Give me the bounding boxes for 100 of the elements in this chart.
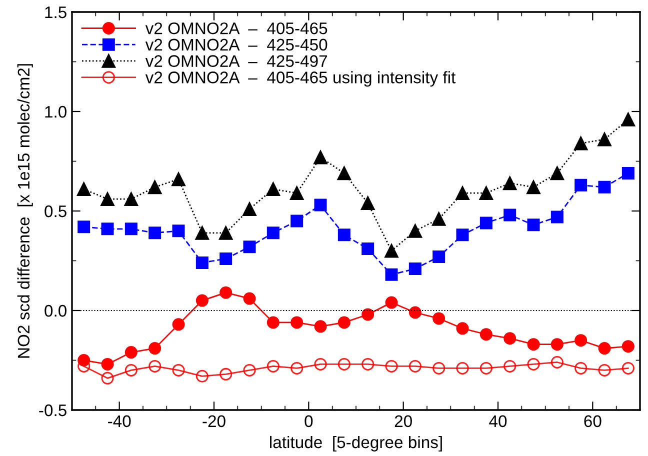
point <box>550 338 564 351</box>
point <box>621 112 636 126</box>
point <box>196 256 208 269</box>
point <box>101 222 114 236</box>
point <box>314 150 328 164</box>
x-tick-label: -20 <box>202 415 226 428</box>
point <box>504 208 516 222</box>
point <box>362 242 374 256</box>
point <box>148 180 162 194</box>
point <box>266 316 280 329</box>
point <box>527 338 540 351</box>
point <box>290 362 304 374</box>
point <box>385 268 398 281</box>
point <box>266 182 280 196</box>
point <box>456 322 469 335</box>
point <box>290 316 304 329</box>
point <box>408 262 422 275</box>
point <box>456 186 470 200</box>
y-tick-label: 1.0 <box>45 106 66 118</box>
point <box>220 252 232 266</box>
y-tick-label: 0.5 <box>44 205 66 218</box>
x-tick-label: 40 <box>489 415 507 428</box>
point <box>456 362 469 374</box>
point <box>196 294 208 307</box>
y-tick-label: 1.5 <box>45 6 66 18</box>
point <box>196 370 208 382</box>
x-tick-label: 0 <box>304 415 313 428</box>
point <box>574 362 588 374</box>
point <box>480 328 492 341</box>
point <box>385 296 398 309</box>
point <box>124 364 138 376</box>
point <box>527 218 540 232</box>
point <box>432 212 446 226</box>
point <box>527 358 540 370</box>
y-axis-title: NO2 scd difference [x 1e15 molec/cm2] <box>17 64 33 358</box>
point <box>385 360 398 372</box>
legend-label: v2 OMNO2A – 405-465 using intensity fit <box>145 71 456 87</box>
point <box>124 192 138 206</box>
point <box>550 210 564 224</box>
point <box>243 364 256 376</box>
point <box>101 358 114 370</box>
point <box>598 342 611 355</box>
point <box>101 372 114 384</box>
point <box>360 196 375 210</box>
x-tick-label: 20 <box>394 415 412 428</box>
point <box>622 340 634 353</box>
point <box>220 286 232 299</box>
point <box>408 306 422 319</box>
point <box>290 214 304 228</box>
legend-label: v2 OMNO2A – 425-450 <box>145 38 328 51</box>
point <box>314 198 327 212</box>
point <box>408 360 422 372</box>
point <box>598 132 612 146</box>
x-tick-label: 60 <box>584 415 602 428</box>
point <box>172 172 186 186</box>
point <box>266 360 280 372</box>
point <box>526 180 540 194</box>
point <box>598 364 611 376</box>
point <box>338 358 350 370</box>
point <box>504 360 516 372</box>
point <box>172 364 185 376</box>
point <box>290 186 304 200</box>
point <box>100 192 114 206</box>
point <box>574 136 588 150</box>
point <box>432 250 446 264</box>
point <box>243 292 256 305</box>
point <box>384 244 398 258</box>
point <box>78 220 90 234</box>
point <box>338 316 350 329</box>
point <box>242 202 256 216</box>
y-tick-label: -0.5 <box>39 404 66 416</box>
point <box>124 222 138 236</box>
point <box>218 226 233 240</box>
point <box>266 226 280 240</box>
point <box>550 356 564 368</box>
point <box>574 334 588 347</box>
point <box>622 362 634 374</box>
point <box>148 342 162 355</box>
point <box>362 308 374 321</box>
point <box>622 166 634 180</box>
point <box>432 362 446 374</box>
point <box>243 240 256 254</box>
point <box>172 318 185 331</box>
point <box>456 228 469 242</box>
point <box>502 176 517 190</box>
y-tick-label: 0.0 <box>44 304 66 317</box>
point <box>362 358 374 370</box>
point <box>432 312 446 325</box>
point <box>574 178 588 192</box>
point <box>408 224 422 238</box>
point <box>598 180 611 194</box>
point <box>480 216 492 230</box>
point <box>172 224 185 238</box>
point <box>148 226 162 240</box>
x-tick-label: -40 <box>108 415 131 428</box>
legend-label: v2 OMNO2A – 405-465 <box>145 22 328 34</box>
point <box>480 362 492 374</box>
point <box>220 368 232 380</box>
x-axis-title: latitude [5-degree bins] <box>270 436 442 452</box>
point <box>124 346 138 359</box>
